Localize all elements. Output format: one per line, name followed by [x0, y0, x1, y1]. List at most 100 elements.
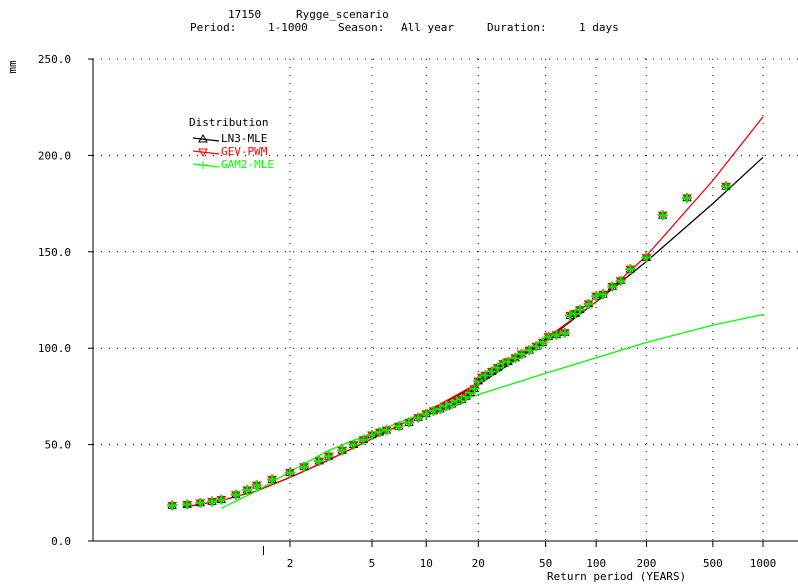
legend-label: LN3-MLE	[221, 132, 267, 145]
x-axis-title: Return period (YEARS)	[547, 570, 686, 583]
obs-marker-plus	[381, 425, 392, 436]
obs-marker-plus	[195, 497, 206, 508]
x-tick-label: 2	[287, 557, 294, 570]
scenario-name: Rygge_scenario	[296, 8, 389, 21]
observation-point	[559, 327, 570, 338]
obs-marker-plus	[486, 366, 497, 377]
observation-point	[413, 412, 424, 423]
obs-marker-plus	[480, 370, 491, 381]
obs-marker-plus	[314, 455, 325, 466]
x-tick-label: 100	[586, 557, 606, 570]
observation-point	[657, 210, 668, 221]
observation-point	[285, 467, 295, 478]
obs-marker-plus	[510, 352, 521, 363]
obs-marker-plus	[285, 467, 295, 478]
obs-marker-plus	[216, 494, 227, 505]
obs-marker-plus	[492, 362, 503, 373]
observation-point	[207, 496, 218, 507]
observation-point	[537, 337, 548, 348]
obs-marker-plus	[242, 484, 253, 495]
observation-point	[404, 417, 415, 428]
obs-marker-plus	[358, 434, 369, 445]
obs-marker-plus	[267, 474, 278, 485]
observation-point	[393, 421, 404, 432]
obs-marker-plus	[516, 348, 527, 359]
legend-marker	[198, 133, 208, 143]
x-tick-label: 20	[472, 557, 485, 570]
y-tick-label: 0.0	[51, 535, 71, 548]
observation-point	[641, 252, 652, 263]
x-tick-labels: 2 5 10 20 50 100 200 500 1000	[287, 557, 777, 570]
legend-item-gev-pwm: GEV-PWM	[192, 145, 268, 158]
obs-marker-plus	[543, 331, 554, 342]
observation-point	[230, 489, 241, 500]
obs-marker-plus	[524, 345, 535, 356]
obs-marker-plus	[574, 304, 585, 315]
y-tick-label: 250.0	[38, 53, 71, 66]
observation-point	[299, 461, 310, 472]
obs-marker-plus	[441, 401, 452, 412]
x-tick-label: 200	[637, 557, 657, 570]
obs-marker-plus	[207, 496, 218, 507]
obs-marker-plus	[393, 421, 404, 432]
observation-point	[583, 298, 594, 309]
observation-point	[574, 304, 585, 315]
series-line-gam2-mle	[221, 313, 764, 509]
observation-point	[516, 348, 527, 359]
obs-marker-plus	[299, 461, 310, 472]
observation-point	[337, 445, 348, 456]
y-tick-label: 50.0	[45, 439, 72, 452]
observation-point	[348, 439, 359, 450]
observation-point	[242, 484, 253, 495]
duration-value: 1 days	[579, 21, 619, 34]
obs-marker-plus	[682, 192, 693, 203]
observation-point	[721, 181, 732, 192]
legend-label: GEV-PWM	[221, 145, 268, 158]
period-label: Period:	[190, 21, 236, 34]
obs-marker-plus	[559, 327, 570, 338]
obs-marker-plus	[598, 289, 609, 300]
observation-point	[381, 425, 392, 436]
duration-label: Duration:	[487, 21, 547, 34]
observation-point	[358, 434, 369, 445]
x-tick-label: 1000	[750, 557, 777, 570]
observation-point	[267, 474, 278, 485]
observation-point	[428, 405, 439, 416]
observation-point	[531, 341, 542, 352]
obs-marker-plus	[641, 252, 652, 263]
x-tick-label: 5	[369, 557, 376, 570]
obs-marker-plus	[721, 181, 732, 192]
observation-point	[314, 455, 325, 466]
observation-point	[551, 329, 562, 340]
x-tick-label: 50	[539, 557, 552, 570]
obs-marker-plus	[583, 298, 594, 309]
series-lines	[182, 116, 764, 509]
obs-marker-plus	[615, 275, 626, 286]
legend-item-gam2-mle: GAM2-MLE	[192, 158, 274, 171]
grid-lines	[93, 58, 798, 541]
obs-marker-plus	[348, 439, 359, 450]
observation-point	[469, 383, 480, 394]
season-value: All year	[401, 21, 454, 34]
observation-point	[167, 500, 178, 511]
observation-point	[251, 480, 262, 491]
observation-point	[543, 331, 554, 342]
season-label: Season:	[338, 21, 384, 34]
y-tick-label: 100.0	[38, 342, 71, 355]
legend-item-ln3-mle: LN3-MLE	[192, 132, 267, 145]
obs-marker-plus	[182, 499, 193, 510]
obs-marker-plus	[503, 356, 514, 367]
observation-point	[323, 451, 334, 462]
y-tick-label: 150.0	[38, 246, 71, 259]
observation-point	[182, 499, 193, 510]
obs-marker-plus	[323, 451, 334, 462]
obs-marker-plus	[337, 445, 348, 456]
y-axis-title: mm	[6, 60, 19, 74]
observation-point	[195, 497, 206, 508]
legend-title: Distribution	[189, 116, 268, 129]
observation-point	[503, 356, 514, 367]
series-line-gev-pwm	[182, 116, 764, 508]
obs-marker-plus	[167, 500, 178, 511]
